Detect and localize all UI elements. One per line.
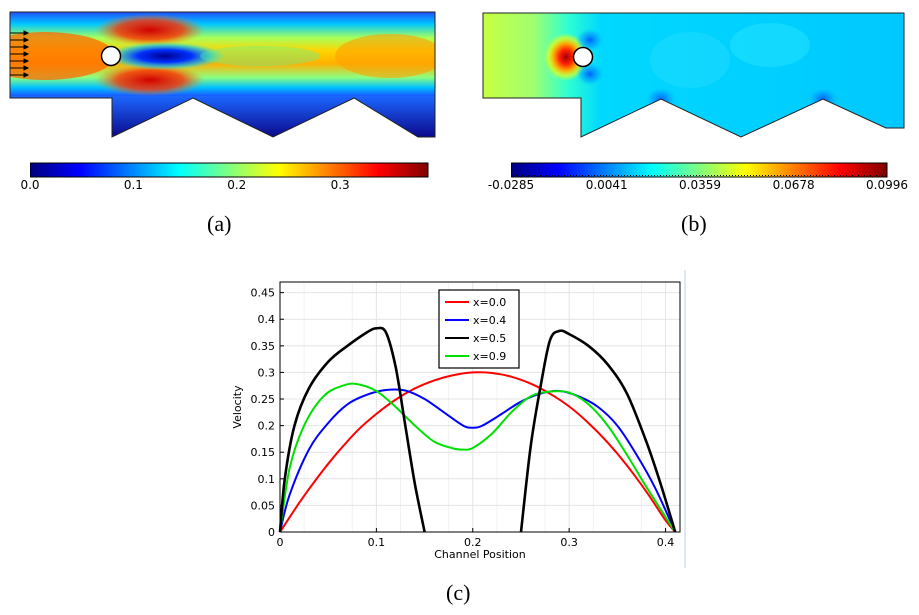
y-tick-label: 0.3	[258, 366, 276, 379]
y-tick-label: 0.2	[258, 420, 276, 433]
series-line-x=0.9	[279, 382, 677, 533]
colorbar-tick-label: 0.0	[20, 178, 40, 192]
x-axis-label: Channel Position	[434, 548, 526, 561]
colorbar-tick-label: 0.1	[123, 178, 143, 192]
cylinder-b	[572, 46, 594, 68]
legend-label: x=0.9	[473, 350, 506, 363]
series-line-x=0.5	[519, 329, 677, 533]
colorbar-tick-label: 0.0678	[772, 178, 815, 192]
legend-label: x=0.5	[473, 332, 506, 345]
x-tick-label: 0.1	[368, 536, 386, 549]
panel-c-label: (c)	[446, 580, 471, 605]
plot-frame	[279, 281, 681, 533]
y-axis-label: Velocity	[231, 385, 244, 429]
inlet-arrows	[10, 30, 30, 78]
y-tick-label: 0	[268, 526, 275, 539]
panel-b-label: (b)	[681, 211, 707, 236]
colorbar-tick-label: 0.2	[227, 178, 247, 192]
legend-label: x=0.0	[473, 296, 506, 309]
y-tick-label: 0.4	[258, 313, 276, 326]
x-tick-label: 0.2	[464, 536, 482, 549]
y-tick-label: 0.05	[251, 499, 276, 512]
y-tick-label: 0.35	[251, 340, 276, 353]
y-tick-label: 0.45	[251, 287, 276, 300]
colorbar-tick-label: 0.3	[330, 178, 350, 192]
colorbar-tick-label: -0.0285	[487, 178, 535, 192]
x-tick-label: 0.3	[560, 536, 578, 549]
chart-ticks: 0 0.1 0.2 0.3 0.4 0 0.05 0.1 0.15 0.2 0.25 0.3 0.35 0…	[251, 287, 675, 549]
cylinder-a	[100, 45, 122, 67]
colorbar-tick-label: 0.0041	[585, 178, 628, 192]
colorbar-b	[511, 162, 888, 178]
series-line-x=0.5	[278, 326, 426, 533]
panel-b-contour	[482, 12, 905, 138]
y-tick-label: 0.25	[251, 393, 276, 406]
y-tick-label: 0.1	[258, 473, 276, 486]
colorbar-tick-label: 0.0996	[866, 178, 908, 192]
colorbar-a	[30, 162, 429, 178]
panel-a-contour	[9, 11, 436, 138]
panel-a-label: (a)	[207, 211, 232, 236]
chart-series	[278, 326, 677, 533]
x-tick-label: 0	[277, 536, 284, 549]
series-line-x=0.4	[279, 388, 677, 533]
series-line-x=0.0	[279, 371, 676, 533]
legend-label: x=0.4	[473, 314, 506, 327]
colorbar-tick-label: 0.0359	[679, 178, 722, 192]
chart-legend: x=0.0 x=0.4 x=0.5 x=0.9	[438, 289, 520, 369]
y-tick-label: 0.15	[251, 446, 276, 459]
velocity-profile-chart: 0 0.1 0.2 0.3 0.4 0 0.05 0.1 0.15 0.2 0.25 0.3 0.35 0…	[231, 270, 686, 568]
x-tick-label: 0.4	[657, 536, 675, 549]
